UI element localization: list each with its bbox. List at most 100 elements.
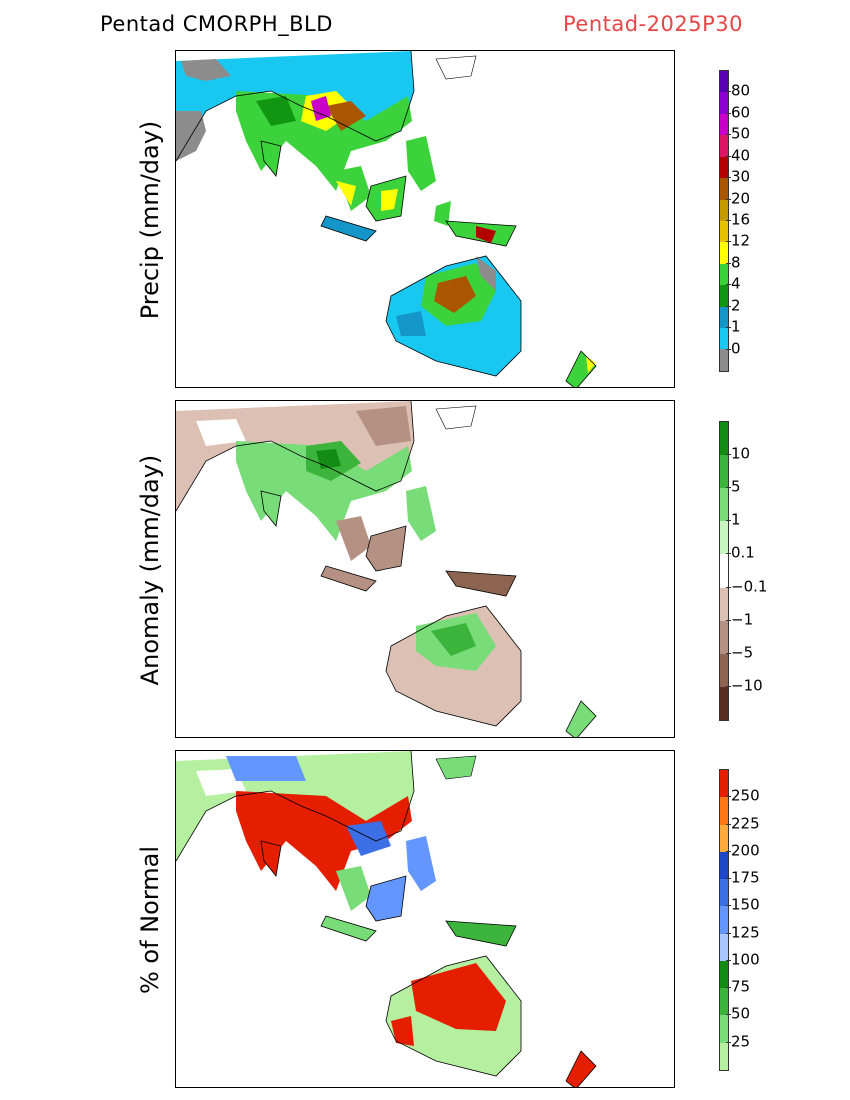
precip-map-panel: [175, 50, 675, 388]
colorbar-segment: [720, 455, 728, 489]
colorbar-segment: [720, 554, 728, 588]
colorbar-tick-mark: [726, 134, 731, 136]
colorbar-segment: [720, 686, 728, 720]
land-layer: [176, 751, 596, 1087]
coastline-layer: [176, 751, 597, 1087]
colorbar-segment: [720, 851, 728, 880]
precip-axis-label: Precip (mm/day): [136, 120, 164, 320]
colorbar-tick-mark: [726, 553, 731, 555]
colorbar-tick-label: 200: [731, 841, 760, 860]
colorbar-tick-mark: [726, 327, 731, 329]
colorbar-tick-mark: [726, 850, 731, 852]
colorbar-tick-label: 5: [731, 477, 741, 496]
colorbar-tick-mark: [726, 348, 731, 350]
land-layer: [176, 51, 596, 387]
colorbar-segment: [720, 488, 728, 522]
colorbar-segment: [720, 156, 728, 179]
anomaly-axis-label: Anomaly (mm/day): [136, 454, 164, 686]
product-title: Pentad CMORPH_BLD: [100, 12, 333, 36]
colorbar-tick-label: 250: [731, 786, 760, 805]
colorbar-tick-mark: [726, 487, 731, 489]
colorbar-tick-label: 100: [731, 950, 760, 969]
coastline-layer: [176, 51, 597, 387]
colorbar-tick-mark: [726, 987, 731, 989]
colorbar-segment: [720, 220, 728, 243]
colorbar-tick-mark: [726, 905, 731, 907]
colorbar-segment: [720, 113, 728, 136]
percent-colorbar: [719, 769, 729, 1071]
colorbar-segment: [720, 1042, 728, 1070]
colorbar-tick-label: 0: [731, 339, 741, 358]
precip-map: [176, 51, 597, 387]
colorbar-segment: [720, 285, 728, 307]
colorbar-tick-mark: [726, 619, 731, 621]
colorbar-segment: [720, 349, 728, 371]
colorbar-segment: [720, 242, 728, 264]
colorbar-tick-mark: [726, 155, 731, 157]
anomaly-colorbar: [719, 421, 729, 721]
colorbar-segment: [720, 71, 728, 93]
colorbar-tick-mark: [726, 796, 731, 798]
colorbar-tick-label: 25: [731, 1032, 751, 1051]
colorbar-tick-label: 50: [731, 1004, 751, 1023]
colorbar-tick-mark: [726, 91, 731, 93]
colorbar-segment: [720, 906, 728, 934]
colorbar-tick-label: 10: [731, 444, 751, 463]
colorbar-segment: [720, 879, 728, 907]
colorbar-tick-label: 2: [731, 296, 741, 315]
colorbar-tick-label: 225: [731, 814, 760, 833]
colorbar-tick-mark: [726, 262, 731, 264]
period-title: Pentad-2025P30: [563, 12, 743, 36]
colorbar-segment: [720, 797, 728, 825]
anomaly-map-panel: [175, 400, 675, 738]
colorbar-tick-mark: [726, 220, 731, 221]
colorbar-tick-mark: [726, 454, 731, 456]
anomaly-map: [176, 401, 597, 737]
colorbar-tick-label: 125: [731, 923, 760, 942]
colorbar-segment: [720, 328, 728, 350]
colorbar-tick-mark: [726, 685, 731, 687]
colorbar-segment: [720, 199, 728, 221]
colorbar-tick-mark: [726, 1014, 731, 1016]
colorbar-segment: [720, 620, 728, 654]
coastline-layer: [176, 401, 597, 737]
colorbar-tick-label: 1: [731, 510, 741, 529]
percent-map: [176, 751, 597, 1087]
colorbar-segment: [720, 92, 728, 114]
colorbar-tick-label: 75: [731, 977, 751, 996]
colorbar-tick-mark: [726, 284, 731, 286]
colorbar-tick-mark: [726, 177, 731, 179]
colorbar-segment: [720, 135, 728, 157]
colorbar-tick-label: 0.1: [731, 543, 755, 562]
colorbar-segment: [720, 263, 728, 286]
percent-axis-label: % of Normal: [136, 845, 164, 995]
colorbar-tick-mark: [726, 198, 731, 200]
colorbar-segment: [720, 770, 728, 798]
colorbar-tick-mark: [726, 823, 731, 825]
colorbar-segment: [720, 306, 728, 329]
colorbar-tick-mark: [726, 305, 731, 307]
colorbar-segment: [720, 824, 728, 852]
colorbar-tick-label: 80: [731, 81, 751, 100]
colorbar-tick-mark: [726, 520, 731, 522]
percent-map-panel: [175, 750, 675, 1088]
land-layer: [176, 401, 596, 737]
colorbar-tick-mark: [726, 932, 731, 934]
colorbar-segment: [720, 653, 728, 687]
colorbar-tick-label: 4: [731, 274, 741, 293]
colorbar-segment: [720, 960, 728, 989]
colorbar-tick-mark: [726, 1041, 731, 1043]
colorbar-tick-label: 1: [731, 317, 741, 336]
colorbar-segment: [720, 933, 728, 961]
colorbar-tick-label: −0.1: [731, 577, 768, 596]
colorbar-tick-label: −5: [731, 643, 754, 662]
colorbar-tick-label: 20: [731, 189, 751, 208]
colorbar-segment: [720, 521, 728, 555]
colorbar-tick-label: 175: [731, 868, 760, 887]
colorbar-segment: [720, 1015, 728, 1043]
colorbar-tick-label: −1: [731, 610, 754, 629]
colorbar-tick-label: 150: [731, 895, 760, 914]
colorbar-tick-label: 8: [731, 253, 741, 272]
precip-colorbar: [719, 70, 729, 372]
colorbar-segment: [720, 587, 728, 621]
